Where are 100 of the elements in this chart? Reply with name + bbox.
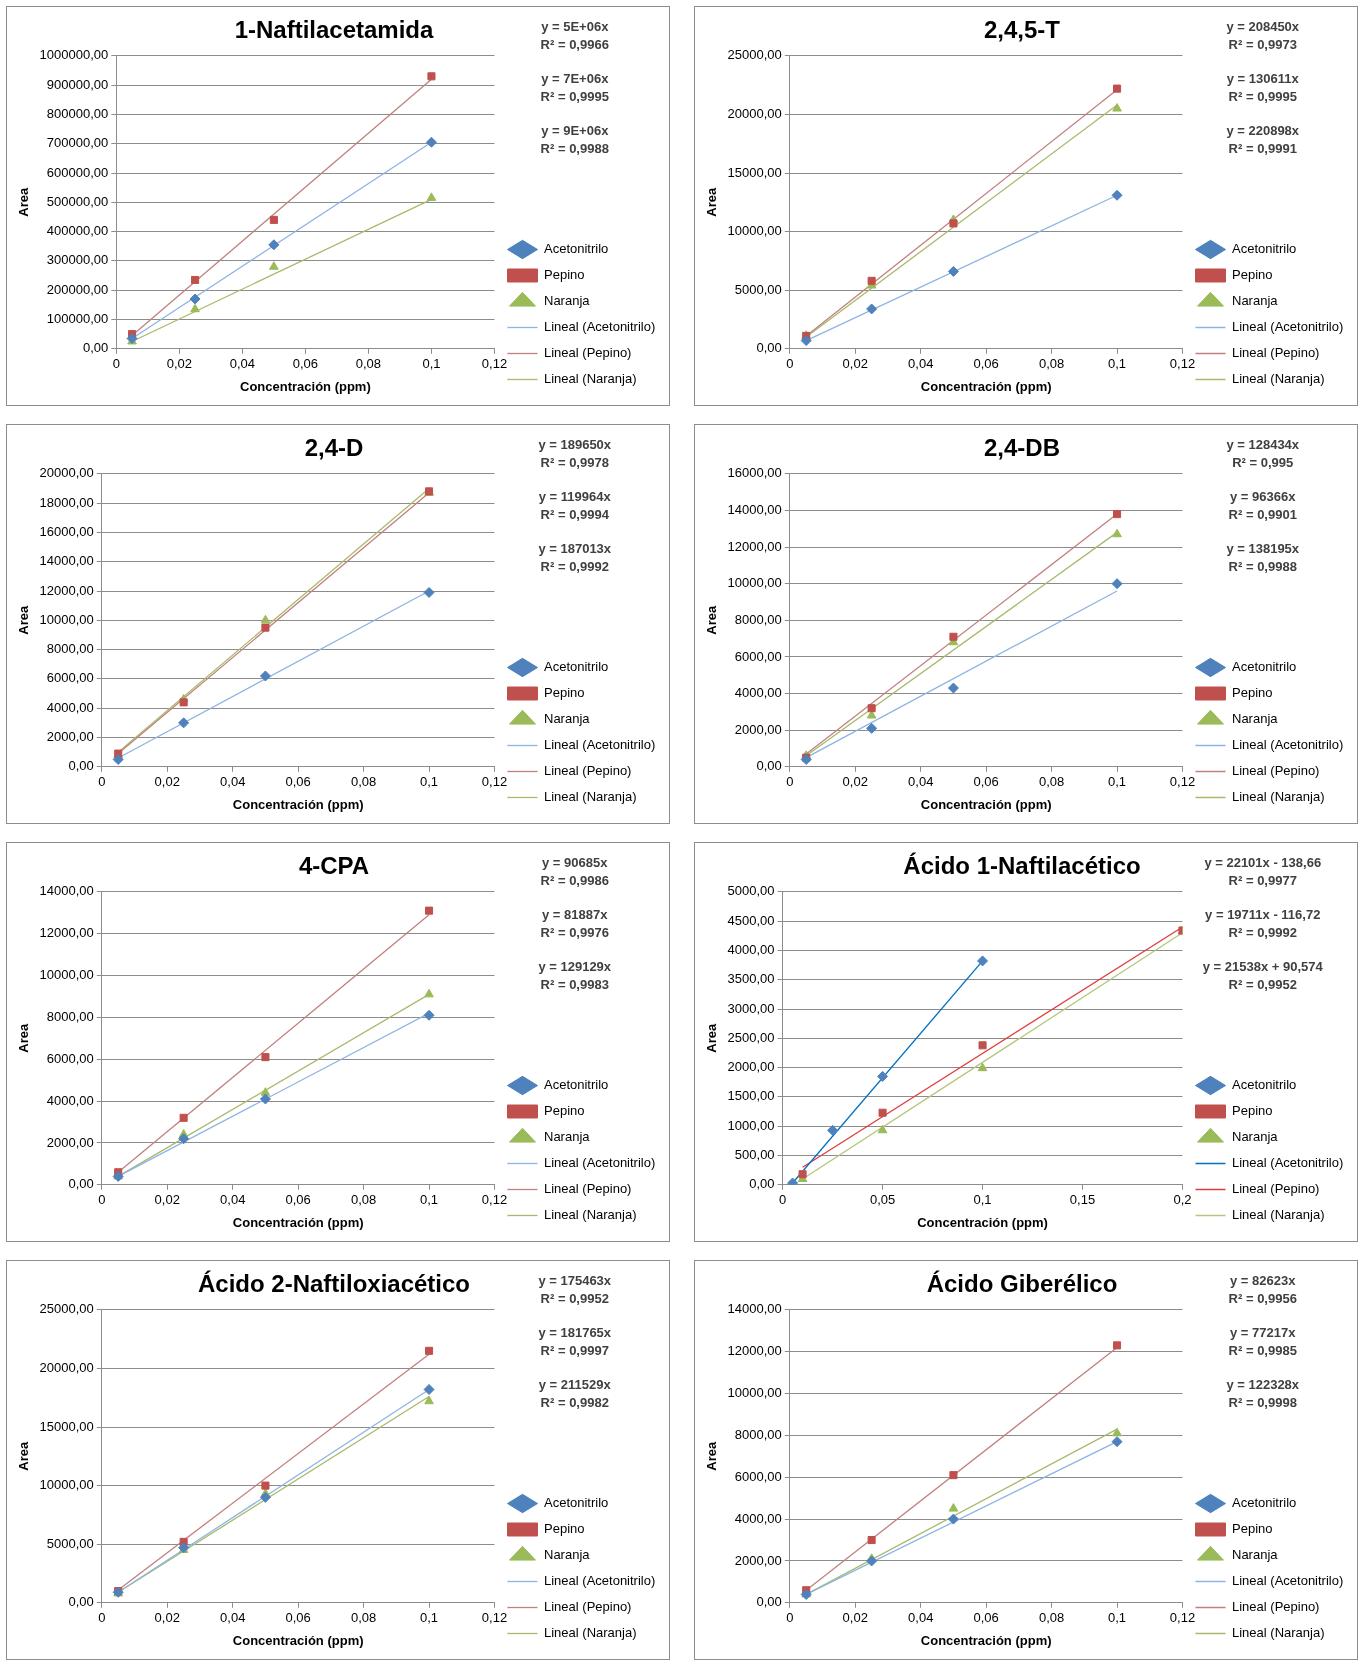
text: R² = 0,9991 [1228,141,1297,157]
legend-label: Lineal (Naranja) [544,371,637,387]
legend-label: Acetonitrilo [1232,1495,1297,1511]
y-tick-label: 10000,00 [39,967,94,983]
y-tick-label: 14000,00 [727,502,782,517]
legend-label: Lineal (Acetonitrilo) [1232,319,1344,335]
x-tick-label: 0,04 [908,356,934,372]
y-tick-label: 800000,00 [46,105,109,121]
legend-label: Naranja [544,1129,591,1145]
x-tick-label: 0,05 [869,1192,896,1208]
legend-label: Lineal (Pepino) [544,1181,632,1197]
x-tick-label: 0,12 [1169,1610,1196,1626]
y-tick-label: 2000,00 [46,729,94,745]
legend-label: Acetonitrilo [1232,241,1297,257]
legend-label: Lineal (Pepino) [1232,1599,1320,1615]
text: R² = 0,9982 [540,1395,609,1411]
legend-label: Lineal (Acetonitrilo) [544,319,656,335]
y-tick-label: 14000,00 [39,883,94,899]
x-tick-label: 0,08 [350,1192,377,1208]
y-tick-label: 200000,00 [46,281,109,297]
y-tick-label: 2500,00 [727,1029,775,1045]
legend-label: Pepino [544,685,585,701]
text: y = 119964x [538,489,612,505]
text: y = 211529x [538,1377,612,1393]
y-tick-label: 25000,00 [39,1301,94,1317]
y-tick-label: 16000,00 [39,523,94,539]
legend-label: Naranja [1232,711,1279,727]
x-tick-label: 0,2 [1173,1192,1192,1208]
x-tick-label: 0,12 [481,356,508,372]
legend-label: Naranja [544,1547,591,1563]
text: y = 19711x - 116,72 [1205,907,1321,923]
text: y = 208450x [1226,19,1300,35]
text: R² = 0,9966 [540,37,609,53]
legend-label: Lineal (Pepino) [544,763,632,779]
y-tick-label: 12000,00 [727,538,782,554]
text: R² = 0,9997 [540,1343,609,1359]
y-tick-label: 0,00 [68,1594,94,1610]
x-tick-label: 0,15 [1069,1192,1096,1208]
legend-label: Acetonitrilo [544,241,609,257]
legend-label: Pepino [544,1103,585,1119]
y-tick-label: 4000,00 [727,941,775,957]
text: R² = 0,9985 [1228,1343,1297,1359]
text: y = 181765x [538,1325,612,1341]
y-tick-label: 8000,00 [734,611,782,627]
legend-label: Pepino [1232,1103,1273,1119]
y-tick-label: 400000,00 [46,223,109,239]
text: R² = 0,9973 [1228,37,1297,53]
y-tick-label: 0,00 [82,340,109,356]
legend-label: Lineal (Acetonitrilo) [1232,1155,1344,1171]
y-tick-label: 1000000,00 [39,47,109,63]
text: R² = 0,9995 [1228,89,1297,105]
x-tick-label: 0,1 [422,356,441,372]
text: R² = 0,9992 [1228,925,1297,941]
x-tick-label: 0,1 [420,774,439,790]
y-tick-label: 3500,00 [727,971,775,987]
y-axis-title: Area [16,187,32,217]
legend-label: Pepino [1232,267,1273,283]
x-tick-label: 0,1 [973,1192,992,1208]
y-tick-label: 5000,00 [727,883,775,899]
x-tick-label: 0,08 [1038,774,1065,790]
y-tick-label: 18000,00 [39,494,94,510]
legend-label: Lineal (Naranja) [544,1207,637,1223]
x-tick-label: 0,04 [908,1610,934,1626]
y-tick-label: 10000,00 [39,1477,94,1493]
y-tick-label: 6000,00 [46,1050,94,1066]
y-tick-label: 2000,00 [727,1059,775,1075]
legend-label: Acetonitrilo [544,1077,609,1093]
y-tick-label: 10000,00 [727,1385,782,1401]
y-tick-label: 15000,00 [39,1418,94,1434]
text: y = 129129x [538,959,612,975]
legend-label: Naranja [544,711,591,727]
y-tick-label: 10000,00 [727,575,782,591]
x-tick-label: 0,06 [285,1192,311,1208]
text: y = 122328x [1226,1377,1300,1393]
y-tick-label: 0,00 [749,1176,775,1192]
y-tick-label: 6000,00 [46,670,94,686]
text: y = 7E+06x [541,71,610,87]
y-tick-label: 20000,00 [39,465,94,481]
y-tick-label: 4000,00 [46,699,94,715]
x-tick-label: 0 [786,1610,794,1626]
x-axis-title: Concentración (ppm) [232,796,364,812]
y-tick-label: 0,00 [756,340,782,356]
x-tick-label: 0,12 [1169,774,1196,790]
y-tick-label: 14000,00 [727,1301,782,1317]
y-tick-label: 15000,00 [727,164,782,180]
legend-label: Lineal (Acetonitrilo) [544,737,656,753]
y-tick-label: 6000,00 [734,1468,782,1484]
text: y = 175463x [538,1273,612,1289]
x-tick-label: 0 [98,774,106,790]
legend-label: Pepino [1232,1521,1273,1537]
x-tick-label: 0,02 [154,774,180,790]
legend-label: Lineal (Naranja) [1232,371,1325,387]
x-axis-title: Concentración (ppm) [920,378,1052,394]
text: y = 187013x [538,541,612,557]
y-tick-label: 500,00 [734,1147,775,1163]
x-tick-label: 0 [98,1610,106,1626]
text: R² = 0,9952 [540,1291,609,1307]
x-tick-label: 0,02 [842,356,868,372]
text: R² = 0,9976 [540,925,609,941]
legend-label: Lineal (Acetonitrilo) [544,1155,656,1171]
